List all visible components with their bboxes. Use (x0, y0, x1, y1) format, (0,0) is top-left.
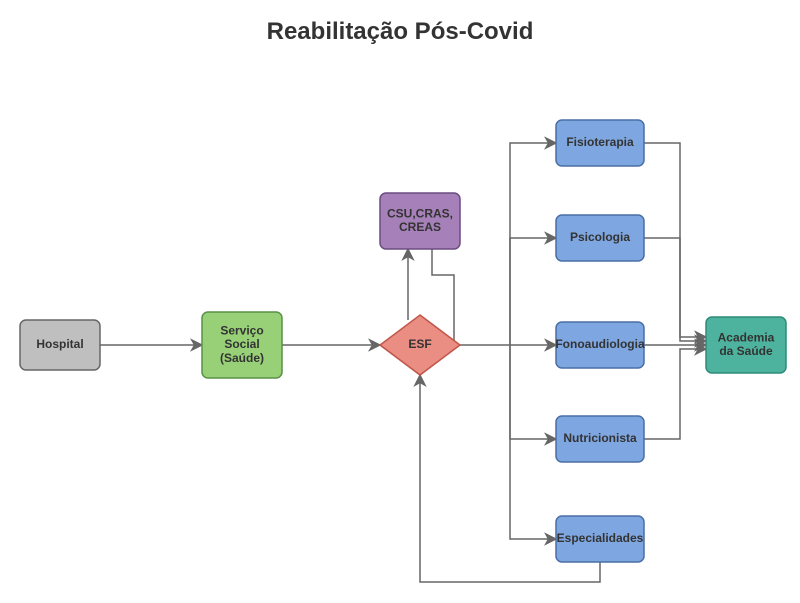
edge-10 (644, 238, 706, 341)
node-label-fisio: Fisioterapia (566, 135, 634, 149)
flowchart-canvas: Hospital ServiçoSocial(Saúde) CSU,CRAS,CRE… (0, 0, 800, 603)
node-label-esp: Especialidades (557, 531, 644, 545)
node-label-hospital: Hospital (36, 337, 83, 351)
svg-text:Social: Social (224, 337, 259, 351)
edge-5 (510, 143, 556, 345)
node-label-psico: Psicologia (570, 230, 630, 244)
svg-text:da Saúde: da Saúde (719, 344, 773, 358)
svg-text:Especialidades: Especialidades (557, 531, 644, 545)
svg-text:Psicologia: Psicologia (570, 230, 630, 244)
svg-text:Academia: Academia (718, 330, 775, 344)
svg-text:Nutricionista: Nutricionista (563, 431, 637, 445)
svg-text:(Saúde): (Saúde) (220, 351, 264, 365)
svg-text:Fisioterapia: Fisioterapia (566, 135, 634, 149)
edge-7 (510, 345, 556, 439)
svg-text:CREAS: CREAS (399, 220, 441, 234)
edge-6 (510, 238, 556, 345)
svg-text:Serviço: Serviço (220, 323, 263, 337)
svg-text:Hospital: Hospital (36, 337, 83, 351)
svg-text:Fonoaudiologia: Fonoaudiologia (555, 337, 645, 351)
svg-text:ESF: ESF (408, 337, 431, 351)
node-label-servico: ServiçoSocial(Saúde) (220, 323, 264, 365)
node-label-fono: Fonoaudiologia (555, 337, 645, 351)
node-label-academia: Academiada Saúde (718, 330, 775, 358)
diagram-title: Reabilitação Pós-Covid (0, 18, 800, 46)
node-label-nutri: Nutricionista (563, 431, 637, 445)
edge-9 (644, 143, 706, 337)
edge-8 (510, 345, 556, 539)
edge-12 (644, 349, 706, 439)
node-label-esf: ESF (408, 337, 431, 351)
svg-text:CSU,CRAS,: CSU,CRAS, (387, 206, 453, 220)
